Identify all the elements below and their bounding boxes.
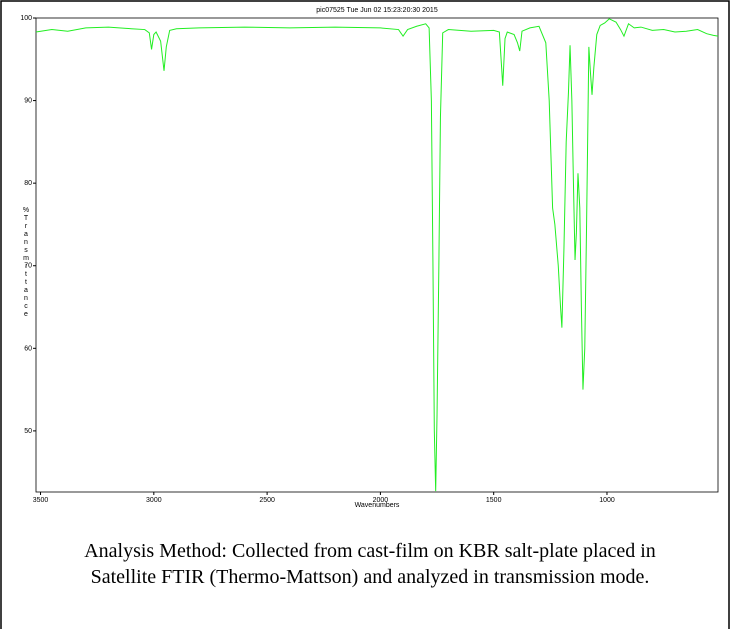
y-tick-label: 90 — [24, 98, 32, 105]
x-tick-label: 1500 — [486, 497, 502, 504]
caption: Analysis Method: Collected from cast-fil… — [84, 540, 656, 588]
x-tick-label: 3000 — [146, 497, 162, 504]
y-tick-label: 50 — [24, 428, 32, 435]
y-tick-label: 100 — [20, 15, 32, 22]
y-tick-label: 70 — [24, 263, 32, 270]
x-tick-label: 2000 — [373, 497, 389, 504]
spectrum-line — [35, 18, 719, 492]
x-tick-label: 3500 — [33, 497, 49, 504]
y-tick-label: 60 — [24, 345, 32, 352]
y-tick-label: 80 — [24, 180, 32, 187]
x-tick-label: 1000 — [599, 497, 615, 504]
x-tick-label: 2500 — [259, 497, 275, 504]
chart-title: pic07525 Tue Jun 02 15:23:20:30 2015 — [316, 7, 438, 14]
x-axis-label: Wavenumbers — [355, 502, 400, 509]
plot-area — [35, 17, 719, 493]
